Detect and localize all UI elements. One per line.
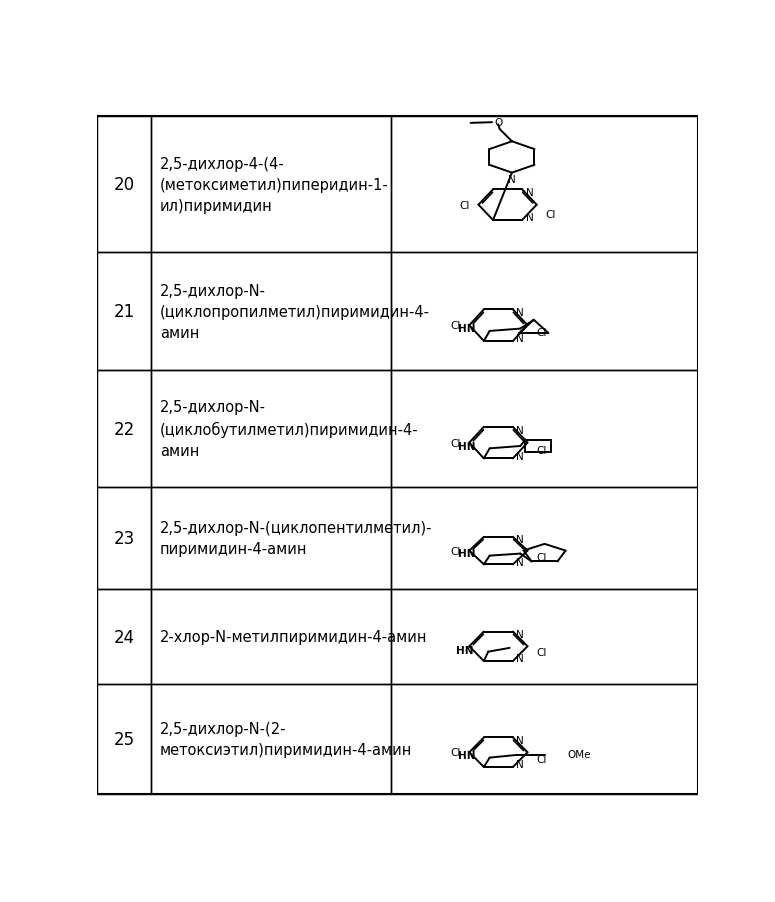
- Text: 2,5-дихлор-N-
(циклобутилметил)пиримидин-4-
амин: 2,5-дихлор-N- (циклобутилметил)пиримидин…: [160, 400, 419, 458]
- Text: 21: 21: [113, 303, 135, 321]
- Text: Cl: Cl: [546, 209, 556, 219]
- Text: N: N: [516, 425, 524, 435]
- Text: 2,5-дихлор-N-
(циклопропилметил)пиримидин-4-
амин: 2,5-дихлор-N- (циклопропилметил)пиримиди…: [160, 283, 430, 340]
- Text: HN: HN: [457, 548, 475, 558]
- Text: N: N: [525, 188, 533, 198]
- Text: HN: HN: [456, 645, 474, 655]
- Text: Cl: Cl: [536, 754, 546, 764]
- Text: N: N: [508, 175, 516, 185]
- Text: N: N: [525, 213, 533, 223]
- Text: 20: 20: [113, 176, 135, 194]
- Bar: [97, 371, 151, 488]
- Text: 2-хлор-N-метилпиримидин-4-амин: 2-хлор-N-метилпиримидин-4-амин: [160, 630, 428, 645]
- Bar: [151, 253, 391, 371]
- Text: N: N: [516, 759, 524, 769]
- Bar: [97, 590, 151, 685]
- Text: N: N: [516, 535, 524, 545]
- Text: N: N: [516, 451, 524, 461]
- Bar: [391, 590, 698, 685]
- Text: 25: 25: [113, 731, 135, 749]
- Text: O: O: [494, 118, 502, 128]
- Text: N: N: [516, 557, 524, 567]
- Text: HN: HN: [457, 441, 475, 451]
- Bar: [151, 488, 391, 590]
- Bar: [97, 117, 151, 253]
- Bar: [391, 253, 698, 371]
- Text: 23: 23: [113, 529, 135, 548]
- Bar: [151, 590, 391, 685]
- Text: Cl: Cl: [450, 321, 460, 331]
- Text: 2,5-дихлор-N-(2-
метоксиэтил)пиримидин-4-амин: 2,5-дихлор-N-(2- метоксиэтил)пиримидин-4…: [160, 722, 412, 757]
- Bar: [151, 117, 391, 253]
- Bar: [391, 685, 698, 794]
- Text: Cl: Cl: [450, 438, 460, 448]
- Text: N: N: [516, 334, 524, 344]
- Text: HN: HN: [457, 324, 475, 334]
- Text: Cl: Cl: [536, 446, 546, 456]
- Text: Cl: Cl: [536, 328, 546, 338]
- Text: N: N: [516, 735, 524, 745]
- Bar: [97, 253, 151, 371]
- Bar: [391, 488, 698, 590]
- Text: Cl: Cl: [450, 748, 460, 758]
- Bar: [97, 685, 151, 794]
- Text: N: N: [516, 654, 524, 664]
- Bar: [97, 488, 151, 590]
- Bar: [151, 685, 391, 794]
- Text: N: N: [516, 308, 524, 318]
- Text: 2,5-дихлор-N-(циклопентилметил)-
пиримидин-4-амин: 2,5-дихлор-N-(циклопентилметил)- пиримид…: [160, 520, 432, 557]
- Text: Cl: Cl: [450, 546, 460, 556]
- Text: Cl: Cl: [536, 648, 546, 658]
- Text: Cl: Cl: [460, 200, 470, 210]
- Bar: [151, 371, 391, 488]
- Text: HN: HN: [457, 750, 475, 760]
- Text: 24: 24: [113, 628, 135, 646]
- Text: OMe: OMe: [568, 750, 591, 759]
- Bar: [391, 371, 698, 488]
- Text: N: N: [516, 630, 524, 640]
- Text: Cl: Cl: [536, 552, 546, 562]
- Bar: [391, 117, 698, 253]
- Text: 22: 22: [113, 420, 135, 438]
- Text: 2,5-дихлор-4-(4-
(метоксиметил)пиперидин-1-
ил)пиримидин: 2,5-дихлор-4-(4- (метоксиметил)пиперидин…: [160, 157, 389, 214]
